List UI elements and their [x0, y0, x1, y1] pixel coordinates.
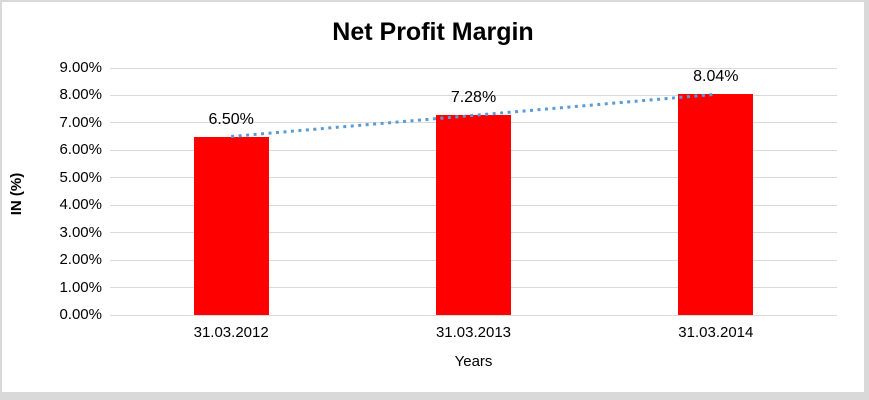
y-tick-label: 7.00% — [59, 113, 102, 131]
y-tick-label: 4.00% — [59, 196, 102, 214]
y-tick-label: 2.00% — [59, 251, 102, 269]
x-tick-label: 31.03.2013 — [435, 324, 512, 341]
bar — [193, 136, 269, 315]
chart-title: Net Profit Margin — [332, 18, 534, 46]
data-label: 6.50% — [208, 110, 254, 128]
bar — [436, 115, 511, 315]
y-tick-label: 3.00% — [59, 223, 102, 241]
y-tick-label: 5.00% — [59, 168, 102, 186]
y-tick-label: 6.00% — [59, 141, 102, 159]
y-tick-label: 0.00% — [59, 306, 102, 323]
data-label: 7.28% — [450, 89, 497, 107]
x-tick-label: 31.03.2014 — [678, 324, 754, 341]
bar — [678, 94, 754, 315]
data-label: 8.04% — [693, 68, 739, 86]
y-axis-title: IN (%) — [8, 172, 25, 216]
gridline — [110, 314, 837, 316]
gridline — [110, 67, 837, 69]
y-tick-label: 8.00% — [59, 86, 102, 104]
y-tick-label: 9.00% — [59, 59, 102, 76]
y-tick-label: 1.00% — [59, 278, 102, 296]
x-tick-label: 31.03.2012 — [193, 324, 269, 341]
x-axis-title: Years — [454, 353, 493, 370]
